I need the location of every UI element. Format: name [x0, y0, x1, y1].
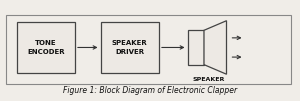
Polygon shape	[204, 21, 226, 74]
Bar	[16, 22, 75, 73]
Bar	[100, 22, 159, 73]
Bar	[6, 15, 291, 84]
Text: SPEAKER: SPEAKER	[193, 77, 225, 82]
Text: Figure 1: Block Diagram of Electronic Clapper: Figure 1: Block Diagram of Electronic Cl…	[63, 86, 237, 95]
Text: SPEAKER
DRIVER: SPEAKER DRIVER	[112, 40, 148, 55]
Bar	[188, 30, 204, 65]
Text: TONE
ENCODER: TONE ENCODER	[27, 40, 64, 55]
